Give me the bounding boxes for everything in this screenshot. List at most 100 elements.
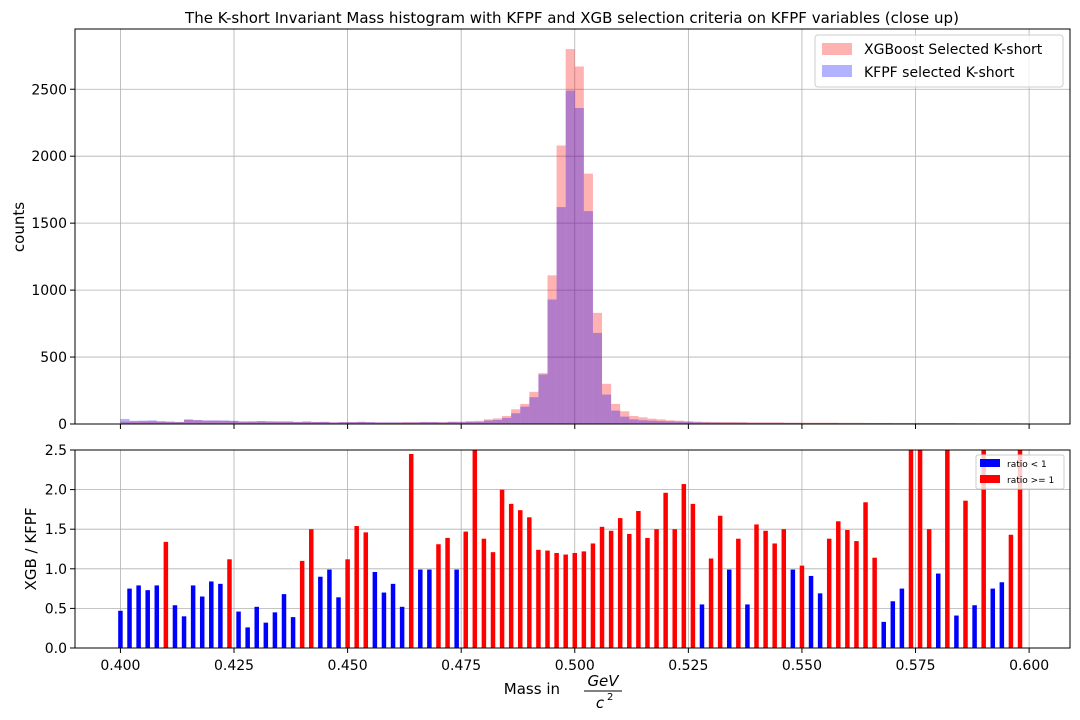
histogram-bin-kfpf <box>765 422 775 424</box>
ratio-bar <box>554 552 559 648</box>
histogram-bin-xgboost <box>220 420 230 424</box>
ratio-bar <box>163 541 169 648</box>
histogram-bin-kfpf <box>511 413 521 424</box>
histogram-bin-xgboost <box>674 420 684 424</box>
bottom-x-tick-label: 0.500 <box>555 658 595 674</box>
histogram-bin-xgboost <box>856 422 866 424</box>
ratio-bar <box>663 492 668 648</box>
histogram-bin-kfpf <box>720 422 730 424</box>
ratio-bar <box>390 583 396 648</box>
bottom-y-tick-label: 2.5 <box>45 443 67 459</box>
top-y-tick-label: 1500 <box>31 216 67 232</box>
histogram-bin-kfpf <box>747 422 757 424</box>
histogram-bin-xgboost <box>910 422 921 424</box>
top-y-axis-title: counts <box>10 202 28 252</box>
legend-label-ratio-at-least-1: ratio >= 1 <box>1007 476 1054 486</box>
histogram-bin-xgboost <box>147 421 157 424</box>
histogram-bin-xgboost <box>502 415 512 424</box>
histogram-bin-xgboost <box>792 422 802 424</box>
bottom-y-tick-label: 1.5 <box>45 522 67 538</box>
ratio-bar <box>118 610 123 648</box>
histogram-bin-xgboost <box>656 419 666 424</box>
ratio-bar <box>318 576 323 648</box>
histogram-bin-xgboost <box>356 421 366 424</box>
histogram-bin-kfpf <box>456 422 466 424</box>
ratio-bar <box>408 453 414 648</box>
histogram-bin-xgboost <box>347 422 357 424</box>
ratio-bar <box>726 569 732 648</box>
ratio-bar <box>508 503 514 648</box>
ratio-bar <box>127 588 132 648</box>
ratio-bar <box>536 549 541 648</box>
histogram-bin-xgboost <box>820 422 830 424</box>
ratio-bar <box>427 569 432 648</box>
histogram-bin-kfpf <box>184 419 194 424</box>
histogram-bin-xgboost <box>892 422 902 424</box>
histogram-bin-xgboost <box>747 422 757 424</box>
histogram-bin-xgboost <box>865 422 875 424</box>
ratio-bar <box>590 543 596 648</box>
ratio-bar <box>781 529 787 648</box>
ratio-bar <box>608 530 614 648</box>
histogram-bin-xgboost <box>692 421 702 424</box>
histogram-bin-kfpf <box>193 419 203 424</box>
bottom-x-tick-label: 0.525 <box>668 658 708 674</box>
legend-label-xgboost: XGBoost Selected K-short <box>864 42 1043 58</box>
histogram-bin-xgboost <box>520 403 530 424</box>
ratio-bar <box>990 588 996 648</box>
histogram-bin-kfpf <box>220 420 230 424</box>
ratio-bar <box>518 510 523 648</box>
histogram-bin-kfpf <box>320 421 330 424</box>
top-y-tick-label: 2500 <box>31 82 67 98</box>
bottom-x-tick-label: 0.450 <box>328 658 368 674</box>
ratio-bar <box>363 532 369 648</box>
histogram-bin-xgboost <box>120 421 130 424</box>
histogram-bin-kfpf <box>556 207 566 424</box>
histogram-bin-xgboost <box>883 422 893 424</box>
bottom-x-tick-label: 0.475 <box>441 658 481 674</box>
bottom-x-tick-label: 0.400 <box>100 658 140 674</box>
histogram-bin-xgboost <box>683 421 693 424</box>
bottom-plot-frame <box>74 449 1071 649</box>
ratio-bar <box>836 521 841 648</box>
x-axis-title-denominator: c <box>596 694 605 712</box>
histogram-bin-kfpf <box>620 416 630 424</box>
histogram-bin-xgboost <box>711 421 721 424</box>
ratio-bar <box>136 585 141 648</box>
ratio-bar <box>890 601 896 648</box>
bottom-axes: 0.0 0.5 1.0 1.5 2.0 2.5 0.400 0.425 0.450 0.475 0.… <box>45 443 1049 674</box>
histogram-bin-xgboost <box>629 415 639 424</box>
bottom-y-tick-label: 0.5 <box>45 601 67 617</box>
histogram-bin-xgboost <box>874 422 884 424</box>
histogram-bin-kfpf <box>311 421 321 424</box>
histogram-bin-xgboost <box>193 420 203 424</box>
histogram-bin-xgboost <box>211 420 221 424</box>
histogram-bin-kfpf <box>520 406 530 424</box>
histogram-bin-xgboost <box>202 420 212 424</box>
histogram-bin-kfpf <box>792 422 802 424</box>
ratio-bar <box>617 518 623 648</box>
histogram-bin-kfpf <box>692 422 702 424</box>
top-y-tick-label: 500 <box>40 350 67 366</box>
histogram-bin-kfpf <box>411 422 421 424</box>
ratio-bar <box>808 575 814 648</box>
top-histogram <box>120 49 1030 425</box>
ratio-bar <box>454 569 459 648</box>
ratio-bar <box>854 541 859 648</box>
ratio-bar <box>845 529 850 648</box>
bottom-y-tick-label: 0.0 <box>45 641 67 657</box>
histogram-bin-xgboost <box>574 66 584 425</box>
top-legend: XGBoost Selected K-short KFPF selected K… <box>814 34 1064 88</box>
ratio-bar <box>972 605 977 648</box>
ratio-bar <box>999 582 1005 648</box>
histogram-bin-kfpf <box>711 422 721 424</box>
histogram-bin-xgboost <box>611 403 621 424</box>
ratio-bar <box>563 554 568 648</box>
histogram-bin-kfpf <box>547 299 557 424</box>
histogram-bin-kfpf <box>474 421 484 424</box>
ratio-bar <box>545 550 550 648</box>
ratio-bar <box>354 526 359 648</box>
histogram-bin-kfpf <box>438 422 448 424</box>
histogram-bin-xgboost <box>338 422 348 424</box>
histogram-bin-kfpf <box>529 397 539 424</box>
